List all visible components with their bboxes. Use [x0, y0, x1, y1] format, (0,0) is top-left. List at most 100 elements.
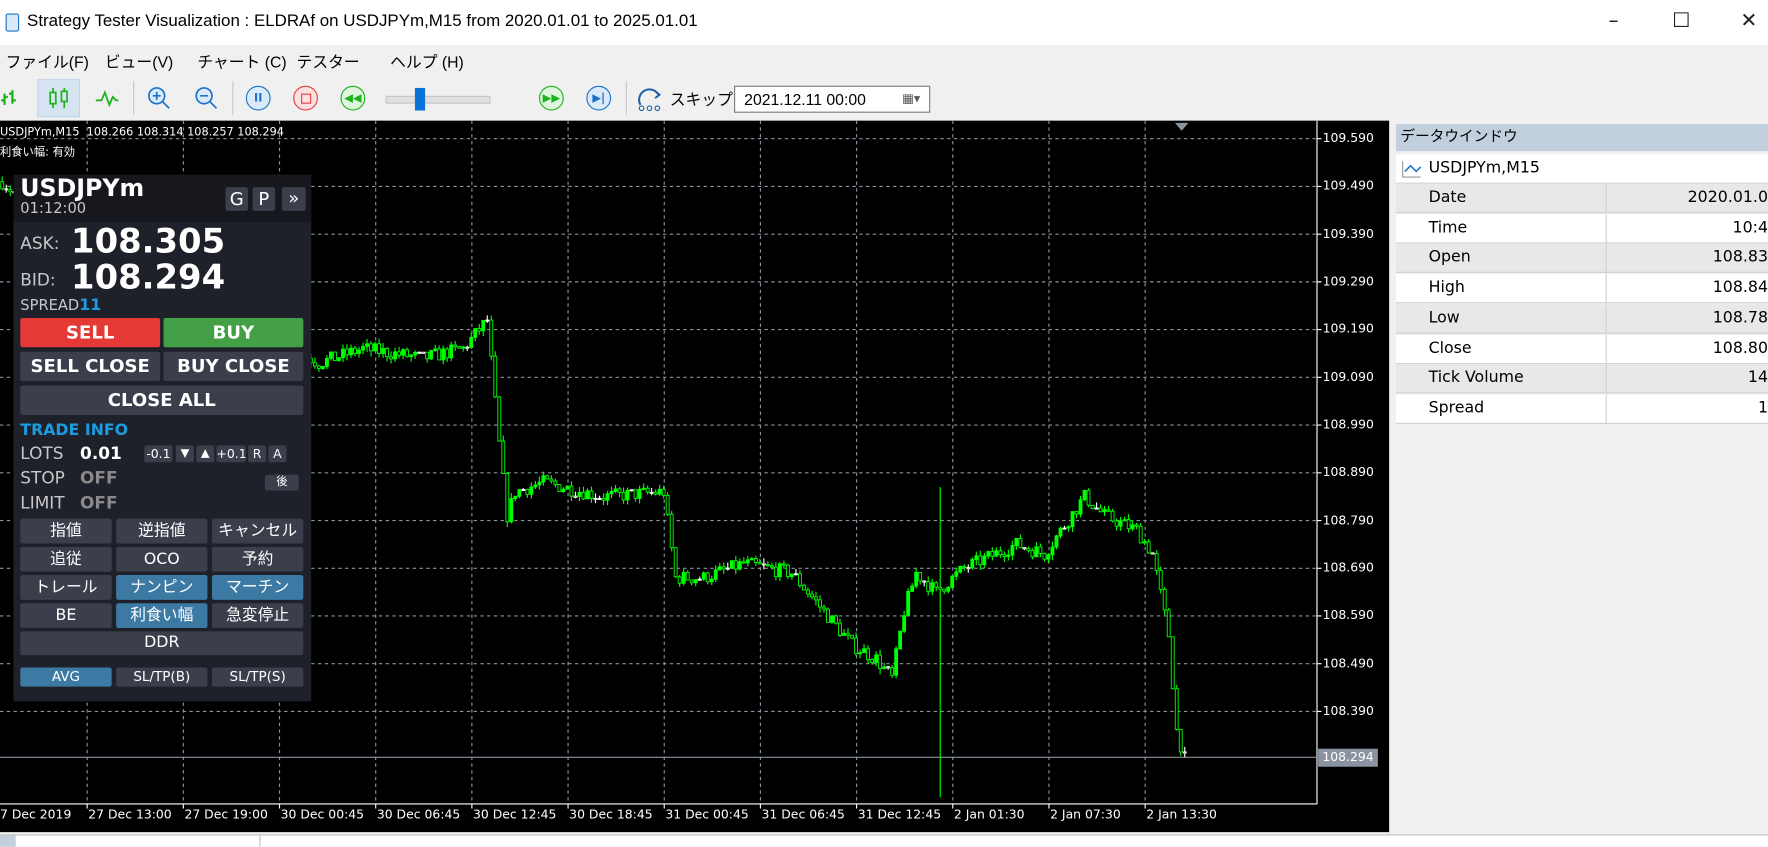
candle-body: [1062, 527, 1067, 530]
lot-reset-button[interactable]: R: [248, 445, 267, 463]
rewind-button[interactable]: ◀◀: [336, 81, 370, 115]
toolbox-tab[interactable]: [0, 835, 16, 847]
toolbar-separator: [625, 81, 627, 116]
candle-body: [1026, 547, 1031, 551]
sell-button[interactable]: SELL: [20, 317, 161, 348]
candle-body: [457, 346, 462, 349]
function-button[interactable]: トレール: [20, 575, 112, 600]
menu-tester[interactable]: テスター: [296, 52, 360, 72]
function-button[interactable]: 予約: [211, 546, 304, 572]
candle-body: [381, 348, 385, 354]
lot-down-button[interactable]: ▼: [175, 445, 194, 463]
candle-body: [886, 666, 891, 669]
function-button[interactable]: OCO: [116, 546, 208, 572]
close-all-button[interactable]: CLOSE ALL: [20, 385, 304, 415]
sltp-sell-button[interactable]: SL/TP(S): [211, 667, 304, 687]
function-button[interactable]: 利食い幅: [116, 603, 208, 629]
buy-button[interactable]: BUY: [163, 317, 304, 348]
candle-body: [878, 654, 883, 670]
function-button[interactable]: 指値: [20, 518, 112, 544]
data-window-row: Low 108.78: [1395, 304, 1768, 334]
candle-body: [473, 328, 478, 338]
candle-body: [1014, 537, 1019, 546]
speed-slider-thumb[interactable]: [414, 87, 425, 111]
window-title: Strategy Tester Visualization : ELDRAf o…: [27, 11, 698, 31]
candle-body: [781, 563, 786, 566]
candle-body: [1102, 509, 1107, 513]
menu-help[interactable]: ヘルプ (H): [390, 52, 464, 72]
function-button[interactable]: ナンピン: [116, 575, 208, 600]
line-chart-icon[interactable]: [90, 81, 124, 115]
candle-body: [938, 586, 943, 590]
price-label: 109.090: [1322, 369, 1374, 385]
lot-minus-button[interactable]: -0.1: [144, 445, 173, 463]
chart-shift-marker: [1174, 122, 1189, 131]
bottom-tab-left[interactable]: [15, 835, 261, 847]
column-divider: [1605, 183, 1607, 214]
zoom-out-icon[interactable]: [189, 81, 223, 115]
time-label: 27 Dec 13:00: [88, 807, 172, 822]
candle-body: [393, 351, 397, 360]
buy-close-button[interactable]: BUY CLOSE: [163, 351, 304, 382]
menu-file[interactable]: ファイル(F): [5, 52, 89, 72]
data-window-row: Open 108.83: [1395, 243, 1768, 274]
sell-close-button[interactable]: SELL CLOSE: [20, 351, 161, 382]
candle-body: [317, 365, 321, 369]
lot-auto-button[interactable]: A: [268, 445, 287, 463]
avg-button[interactable]: AVG: [20, 667, 112, 687]
calendar-dropdown-icon[interactable]: ▦▾: [902, 92, 921, 106]
candle-body: [665, 494, 670, 515]
candle-body: [461, 346, 466, 349]
ddr-button[interactable]: DDR: [20, 631, 304, 656]
time-label: 30 Dec 18:45: [569, 807, 653, 822]
after-button[interactable]: 後: [264, 474, 299, 491]
candle-body: [998, 550, 1003, 556]
candle-body: [894, 648, 899, 676]
candle-body: [729, 560, 734, 569]
data-window-series[interactable]: USDJPYm,M15: [1395, 154, 1768, 184]
p-button[interactable]: P: [252, 187, 276, 211]
candle-body: [858, 652, 862, 655]
candle-body: [966, 567, 971, 570]
candle-body: [661, 488, 666, 496]
expand-button[interactable]: »: [281, 187, 306, 211]
candle-body: [509, 498, 514, 523]
candlestick-icon[interactable]: [37, 78, 81, 118]
skip-date-input[interactable]: 2021.12.11 00:00 ▦▾: [734, 85, 931, 113]
bar-chart-icon[interactable]: [0, 81, 29, 115]
candle-body: [541, 475, 546, 483]
lot-plus-button[interactable]: +0.1: [216, 445, 247, 463]
zoom-in-icon[interactable]: [142, 81, 176, 115]
speed-slider-track[interactable]: [385, 95, 491, 104]
sltp-buy-button[interactable]: SL/TP(B): [116, 667, 208, 687]
function-button[interactable]: 逆指値: [116, 518, 208, 544]
price-label: 108.790: [1322, 512, 1374, 528]
function-button[interactable]: BE: [20, 603, 112, 629]
row-value: 108.80: [1712, 338, 1768, 357]
time-label: 30 Dec 06:45: [376, 807, 461, 822]
row-label: Tick Volume: [1428, 368, 1524, 387]
spread-label: SPREAD11: [20, 297, 101, 315]
fast-forward-button[interactable]: ▶▶: [534, 81, 568, 115]
candle-body: [605, 493, 610, 501]
function-button[interactable]: キャンセル: [211, 518, 304, 544]
function-button[interactable]: 急変停止: [211, 603, 304, 629]
pause-button[interactable]: II: [241, 81, 275, 115]
candle-body: [421, 351, 426, 354]
candle-body: [641, 487, 646, 490]
line-series-icon: [1402, 161, 1422, 178]
lot-up-button[interactable]: ▲: [196, 445, 215, 463]
close-button[interactable]: ✕: [1740, 9, 1758, 33]
candle-body: [1054, 535, 1059, 548]
candle-body: [1022, 547, 1027, 550]
menu-chart[interactable]: チャート (C): [197, 52, 287, 72]
g-button[interactable]: G: [225, 187, 249, 211]
function-button[interactable]: マーチン: [211, 575, 304, 600]
maximize-button[interactable]: ☐: [1672, 9, 1691, 33]
step-forward-button[interactable]: ▶|: [582, 81, 616, 115]
menu-view[interactable]: ビュー(V): [104, 52, 174, 72]
candle-body: [757, 562, 762, 565]
minimize-button[interactable]: –: [1608, 9, 1619, 33]
function-button[interactable]: 追従: [20, 546, 112, 572]
stop-button[interactable]: [289, 81, 323, 115]
